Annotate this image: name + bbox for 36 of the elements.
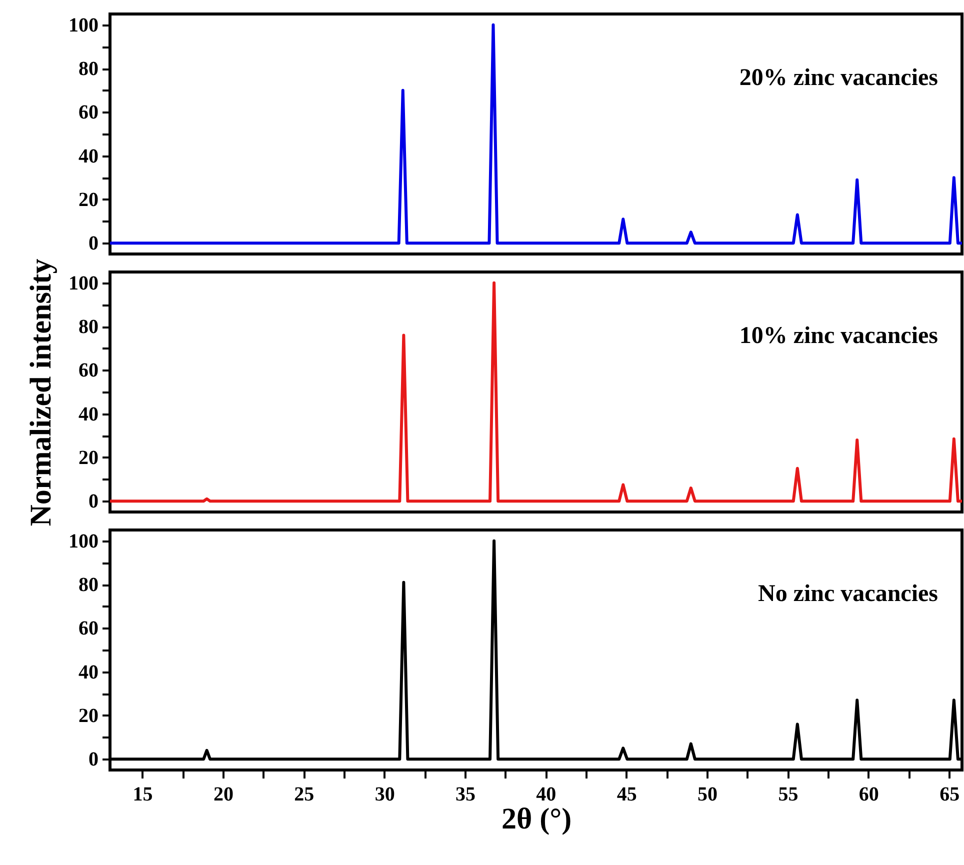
annotation: No zinc vacancies (758, 581, 938, 607)
x-tick-label: 35 (456, 784, 476, 806)
annotation: 10% zinc vacancies (739, 323, 938, 349)
y-tick-label: 60 (78, 618, 98, 640)
y-tick-label: 20 (78, 704, 98, 727)
x-tick-label: 60 (858, 784, 879, 806)
x-tick-label: 50 (698, 784, 718, 806)
y-tick-label: 100 (68, 530, 98, 552)
y-tick-label: 20 (78, 446, 98, 469)
y-tick-label: 100 (68, 272, 98, 294)
y-tick-label: 40 (78, 145, 98, 168)
y-tick-label: 0 (88, 232, 98, 255)
x-tick-label: 45 (616, 784, 637, 806)
line-series (110, 281, 962, 503)
y-tick-label: 40 (78, 403, 98, 426)
x-tick-label: 25 (294, 784, 314, 806)
y-tick-label: 60 (78, 102, 98, 124)
y-tick-label: 0 (88, 748, 98, 771)
y-tick-label: 80 (78, 58, 98, 80)
line-series (110, 23, 962, 245)
x-tick-label: 30 (374, 784, 395, 806)
y-tick-label: 0 (88, 490, 98, 513)
y-axis-title: Normalized intensity (24, 258, 58, 526)
y-tick-label: 80 (78, 316, 98, 338)
x-tick-label: 55 (778, 784, 798, 806)
x-tick-label: 40 (536, 784, 556, 806)
x-tick-label: 15 (132, 784, 153, 806)
x-axis-title: 2θ (°) (501, 802, 572, 836)
x-tick-label: 65 (940, 784, 960, 806)
y-tick-label: 60 (78, 360, 98, 382)
y-tick-label: 100 (68, 14, 98, 36)
annotation: 20% zinc vacancies (739, 65, 938, 91)
y-tick-label: 80 (78, 574, 98, 596)
x-tick-label: 20 (213, 784, 234, 806)
y-tick-label: 20 (78, 188, 98, 211)
y-tick-label: 40 (78, 661, 98, 684)
